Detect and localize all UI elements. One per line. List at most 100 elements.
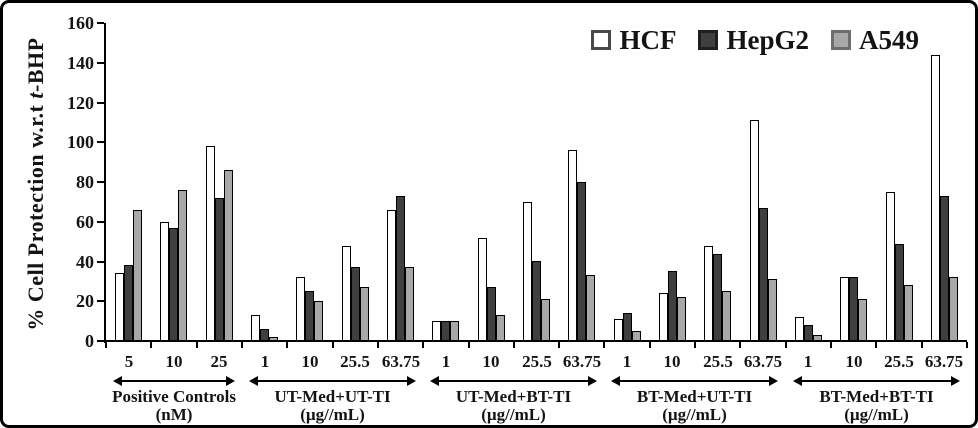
x-tick — [331, 342, 334, 348]
y-tick — [97, 340, 104, 342]
arrow-line — [620, 380, 769, 382]
arrow-head-icon — [249, 376, 258, 386]
arrow-head-icon — [793, 376, 802, 386]
x-category-label: 1 — [441, 352, 451, 371]
x-tick — [195, 342, 198, 348]
y-tick-label: 160 — [67, 13, 94, 33]
y-tick-label: 20 — [76, 291, 94, 312]
bar-HCF — [568, 150, 577, 341]
bar-HepG2 — [804, 325, 813, 341]
y-tick-label: 40 — [76, 251, 94, 272]
bar-HCF — [840, 277, 849, 341]
x-category-label: 10 — [845, 352, 863, 371]
bar-A549 — [677, 297, 686, 341]
x-tick — [966, 342, 968, 348]
x-tick — [875, 342, 878, 348]
legend-item-hepg2: HepG2 — [698, 25, 809, 55]
x-tick — [694, 342, 697, 348]
bar-HepG2 — [713, 254, 722, 341]
legend-item-hcf: HCF — [591, 25, 676, 55]
bar-HCF — [750, 120, 759, 341]
group-unit-label: (µg//mL) — [481, 405, 546, 424]
x-tick — [558, 342, 561, 348]
x-tick — [830, 342, 833, 348]
group-unit-label: (µg//mL) — [662, 405, 727, 424]
x-tick — [739, 342, 742, 348]
x-tick — [150, 342, 153, 348]
x-category-label: 10 — [165, 352, 183, 371]
y-tick — [97, 260, 104, 263]
y-tick — [97, 22, 104, 24]
y-tick-label: 140 — [67, 52, 94, 73]
bar-HCF — [387, 210, 396, 341]
bar-A549 — [224, 170, 233, 341]
x-category-label: 1 — [260, 352, 270, 371]
bar-HCF — [659, 293, 668, 341]
x-tick — [422, 342, 425, 348]
y-tick — [97, 61, 104, 64]
bar-HepG2 — [759, 208, 768, 341]
bar-HepG2 — [668, 271, 677, 341]
bar-HCF — [931, 55, 940, 341]
x-category-label: 10 — [301, 352, 319, 371]
plot-area: 0 20 40 60 80 100 120 140 160 5 10 25 Positive Contr… — [3, 3, 975, 425]
x-category-label: 25.5 — [884, 352, 914, 371]
bar-HepG2 — [940, 196, 949, 341]
bar-A549 — [360, 287, 369, 341]
arrow-head-icon — [226, 376, 235, 386]
bar-HepG2 — [124, 265, 133, 341]
arrow-head-icon — [588, 376, 597, 386]
bar-HepG2 — [305, 291, 314, 341]
arrow-line — [122, 380, 226, 382]
group-range-arrow-icon — [793, 376, 960, 386]
bar-HepG2 — [577, 182, 586, 341]
bar-HepG2 — [623, 313, 632, 341]
group-unit-label: (nM) — [155, 405, 193, 424]
legend-label-hcf: HCF — [619, 25, 677, 55]
y-tick — [97, 181, 104, 183]
bar-A549 — [632, 331, 641, 341]
arrow-head-icon — [430, 376, 439, 386]
bar-A549 — [904, 285, 913, 341]
y-axis-line — [104, 23, 106, 343]
bar-A549 — [269, 337, 278, 341]
bar-A549 — [133, 210, 142, 341]
y-tick — [97, 300, 104, 303]
legend-label-hepg2: HepG2 — [726, 25, 809, 55]
arrow-head-icon — [113, 376, 122, 386]
y-tick — [97, 101, 104, 104]
group-label: Positive Controls — [112, 387, 236, 406]
y-tick-label: 80 — [76, 172, 94, 192]
group-range-arrow-icon — [249, 376, 416, 386]
bar-HCF — [478, 238, 487, 341]
group-range-arrow-icon — [430, 376, 597, 386]
bar-HepG2 — [351, 267, 360, 341]
arrow-head-icon — [611, 376, 620, 386]
group-unit-label: (µg//mL) — [844, 405, 909, 424]
x-category-label: 63.75 — [743, 352, 783, 371]
bar-HCF — [523, 202, 532, 341]
bar-HCF — [206, 146, 215, 341]
y-tick-label: 100 — [67, 132, 94, 153]
group-label: BT-Med+BT-TI — [819, 387, 934, 406]
group-label: UT-Med+BT-TI — [455, 387, 572, 406]
bar-A549 — [450, 321, 459, 341]
arrow-head-icon — [407, 376, 416, 386]
arrow-line — [258, 380, 407, 382]
legend-item-a549: A549 — [831, 25, 919, 55]
bar-HCF — [296, 277, 305, 341]
legend: HCF HepG2 A549 — [591, 25, 919, 55]
bar-A549 — [541, 299, 550, 341]
x-tick — [105, 342, 107, 348]
bar-HCF — [432, 321, 441, 341]
bar-HepG2 — [169, 228, 178, 341]
x-tick — [467, 342, 470, 348]
group-unit-label: (µg//mL) — [300, 405, 365, 424]
bar-HepG2 — [532, 261, 541, 341]
legend-label-a549: A549 — [859, 25, 919, 55]
x-tick — [512, 342, 515, 348]
y-tick — [97, 141, 104, 144]
arrow-line — [802, 380, 951, 382]
group-range-arrow-icon — [611, 376, 778, 386]
bar-A549 — [314, 301, 323, 341]
